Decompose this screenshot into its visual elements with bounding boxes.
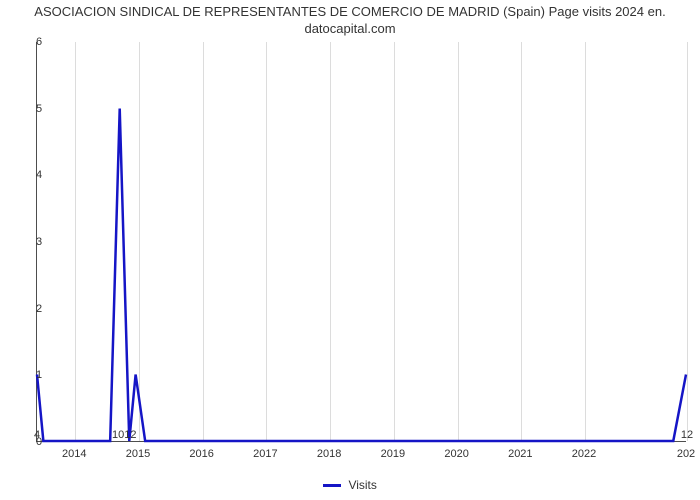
gridline: [687, 42, 688, 441]
y-tick-label: 6: [36, 36, 42, 48]
chart-title: ASOCIACION SINDICAL DE REPRESENTANTES DE…: [0, 4, 700, 38]
chart-title-line2: datocapital.com: [304, 21, 395, 36]
data-point-label: 1012: [112, 429, 136, 441]
x-tick-label: 2014: [62, 442, 86, 460]
legend-label: Visits: [348, 478, 376, 492]
plot-area: 4101212 0123456 201420152016201720182019…: [36, 42, 686, 442]
y-tick-label: 2: [36, 303, 42, 315]
legend-swatch: [323, 484, 341, 487]
data-point-label: 12: [681, 429, 693, 441]
y-tick-label: 3: [36, 236, 42, 248]
y-tick-label: 5: [36, 103, 42, 115]
y-tick-label: 4: [36, 169, 42, 181]
plot-frame: 4 1012 1 2: [36, 42, 686, 442]
x-tick-label: 2016: [189, 442, 213, 460]
chart-title-line1: ASOCIACION SINDICAL DE REPRESENTANTES DE…: [34, 4, 665, 19]
x-tick-label: 2017: [253, 442, 277, 460]
x-tick-label: 2022: [572, 442, 596, 460]
x-tick-label: 2021: [508, 442, 532, 460]
x-tick-label: 2015: [126, 442, 150, 460]
y-tick-label: 0: [36, 436, 42, 448]
x-tick-label: 2019: [381, 442, 405, 460]
chart-legend: Visits: [0, 478, 700, 492]
data-line: [37, 42, 686, 441]
y-tick-label: 1: [36, 369, 42, 381]
x-tick-label: 202: [677, 442, 695, 460]
x-tick-label: 2020: [444, 442, 468, 460]
visits-line-chart: ASOCIACION SINDICAL DE REPRESENTANTES DE…: [0, 0, 700, 500]
x-tick-label: 2018: [317, 442, 341, 460]
